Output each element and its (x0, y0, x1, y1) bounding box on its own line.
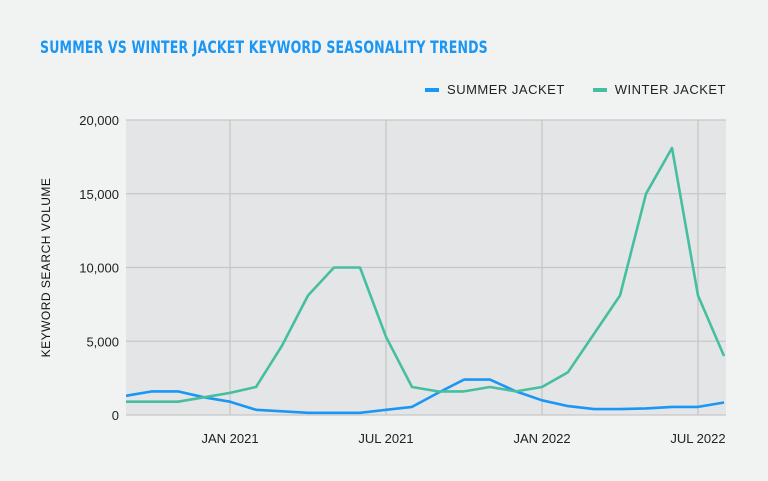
y-tick-label: 0 (112, 408, 119, 423)
y-tick-label: 10,000 (79, 261, 119, 276)
x-tick-label: JUL 2021 (358, 431, 413, 446)
legend-item-summer: SUMMER JACKET (425, 82, 565, 97)
legend-swatch-winter (592, 87, 607, 92)
series-line-summer (126, 378, 725, 415)
legend-item-winter: WINTER JACKET (592, 82, 726, 97)
y-tick-label: 5,000 (86, 334, 119, 349)
x-tick-label: JAN 2022 (513, 431, 570, 446)
chart-title: SUMMER VS WINTER JACKET KEYWORD SEASONAL… (40, 38, 488, 58)
x-tick-label: JUL 2022 (670, 431, 725, 446)
legend-swatch-summer (425, 87, 440, 92)
y-tick-label: 15,000 (79, 187, 119, 202)
x-tick-label: JAN 2021 (201, 431, 258, 446)
legend-label-winter: WINTER JACKET (614, 82, 726, 97)
y-axis-label: KEYWORD SEARCH VOLUME (39, 178, 53, 358)
y-tick-label: 20,000 (79, 113, 119, 128)
legend: SUMMER JACKET WINTER JACKET (425, 82, 726, 97)
legend-label-summer: SUMMER JACKET (447, 82, 565, 97)
series-line-winter (126, 146, 726, 404)
